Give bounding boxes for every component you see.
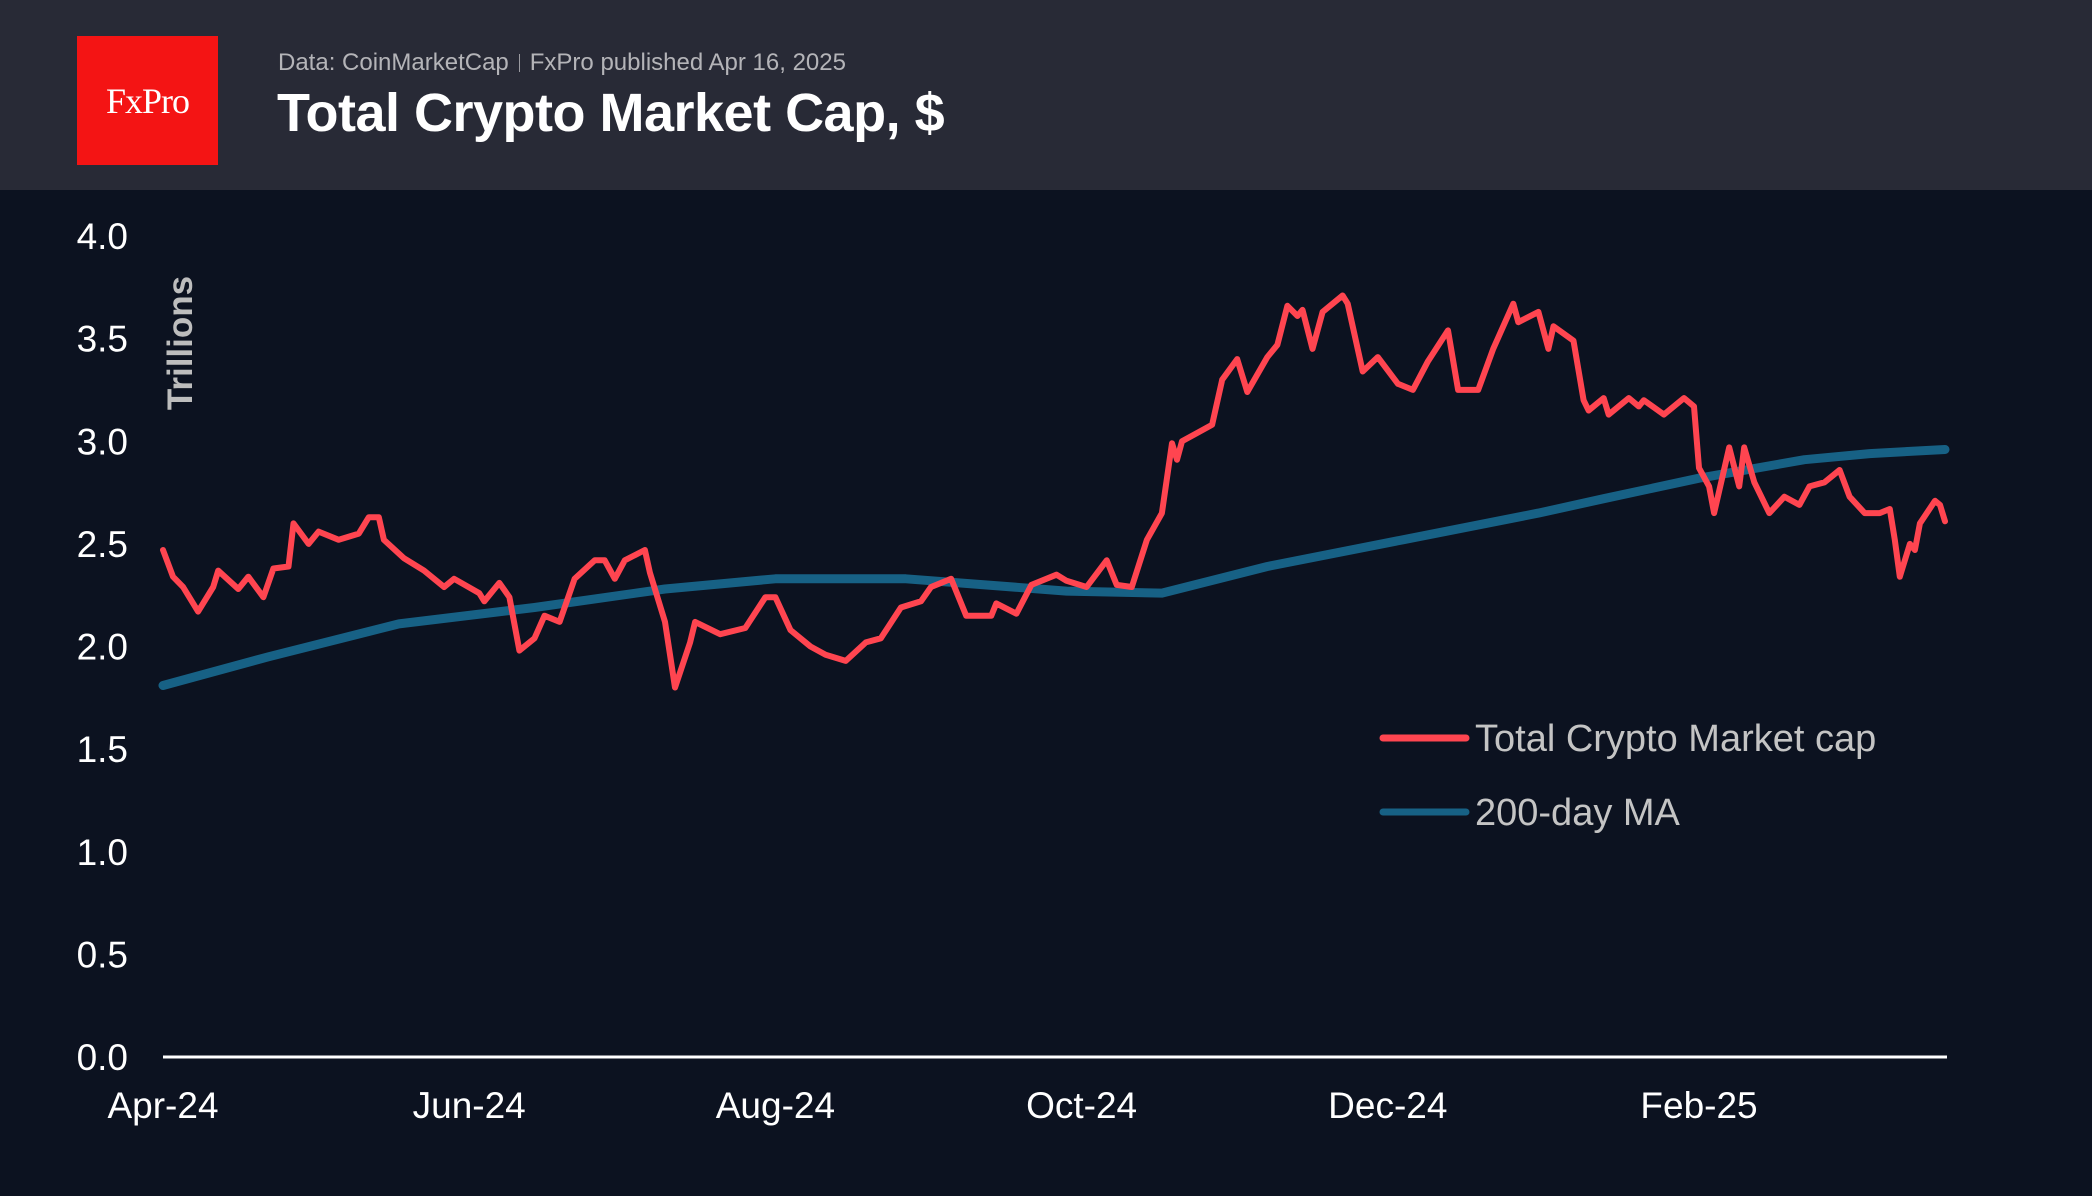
- y-tick-label: 1.5: [77, 729, 128, 770]
- logo-text: FxPro: [105, 80, 190, 121]
- y-tick-label: 3.0: [77, 421, 128, 462]
- data-source: Data: CoinMarketCap: [278, 49, 509, 76]
- x-tick-label: Jun-24: [413, 1085, 526, 1126]
- x-tick-label: Oct-24: [1026, 1085, 1137, 1126]
- legend: Total Crypto Market cap 200-day MA: [1379, 718, 1876, 834]
- header: FxPro Data: CoinMarketCap FxPro published…: [0, 0, 2092, 190]
- ma-line: [158, 445, 1950, 690]
- y-axis-label: Trillions: [161, 276, 200, 410]
- series-lines: [158, 292, 1950, 691]
- y-axis-ticks: 0.0 0.5 1.0 1.5 2.0 2.5 3.0 3.5 4.0: [77, 216, 128, 1078]
- x-tick-label: Aug-24: [716, 1085, 835, 1126]
- x-axis-ticks: Apr-24 Jun-24 Aug-24 Oct-24 Dec-24 Feb-25: [107, 1085, 1757, 1126]
- y-tick-label: 2.0: [77, 627, 128, 668]
- y-tick-label: 3.5: [77, 319, 128, 360]
- x-tick-label: Apr-24: [107, 1085, 218, 1126]
- legend-label-ma: 200-day MA: [1475, 792, 1681, 834]
- y-tick-label: 1.0: [77, 832, 128, 873]
- y-tick-label: 4.0: [77, 216, 128, 257]
- separator: [518, 54, 520, 72]
- x-tick-label: Dec-24: [1328, 1085, 1447, 1126]
- published-date: FxPro published Apr 16, 2025: [529, 49, 846, 76]
- chart-title: Total Crypto Market Cap, $: [277, 83, 945, 143]
- fxpro-logo: FxPro: [77, 36, 218, 165]
- market-cap-line: [160, 292, 1948, 691]
- chart-subtitle: Data: CoinMarketCap FxPro published Apr 1…: [278, 49, 846, 77]
- y-tick-label: 2.5: [77, 524, 128, 565]
- y-tick-label: 0.0: [77, 1037, 128, 1078]
- x-tick-label: Feb-25: [1640, 1085, 1757, 1126]
- legend-label-market-cap: Total Crypto Market cap: [1475, 718, 1876, 760]
- y-tick-label: 0.5: [77, 934, 128, 975]
